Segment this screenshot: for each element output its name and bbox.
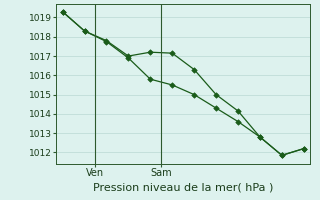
X-axis label: Pression niveau de la mer( hPa ): Pression niveau de la mer( hPa ) xyxy=(93,182,273,192)
